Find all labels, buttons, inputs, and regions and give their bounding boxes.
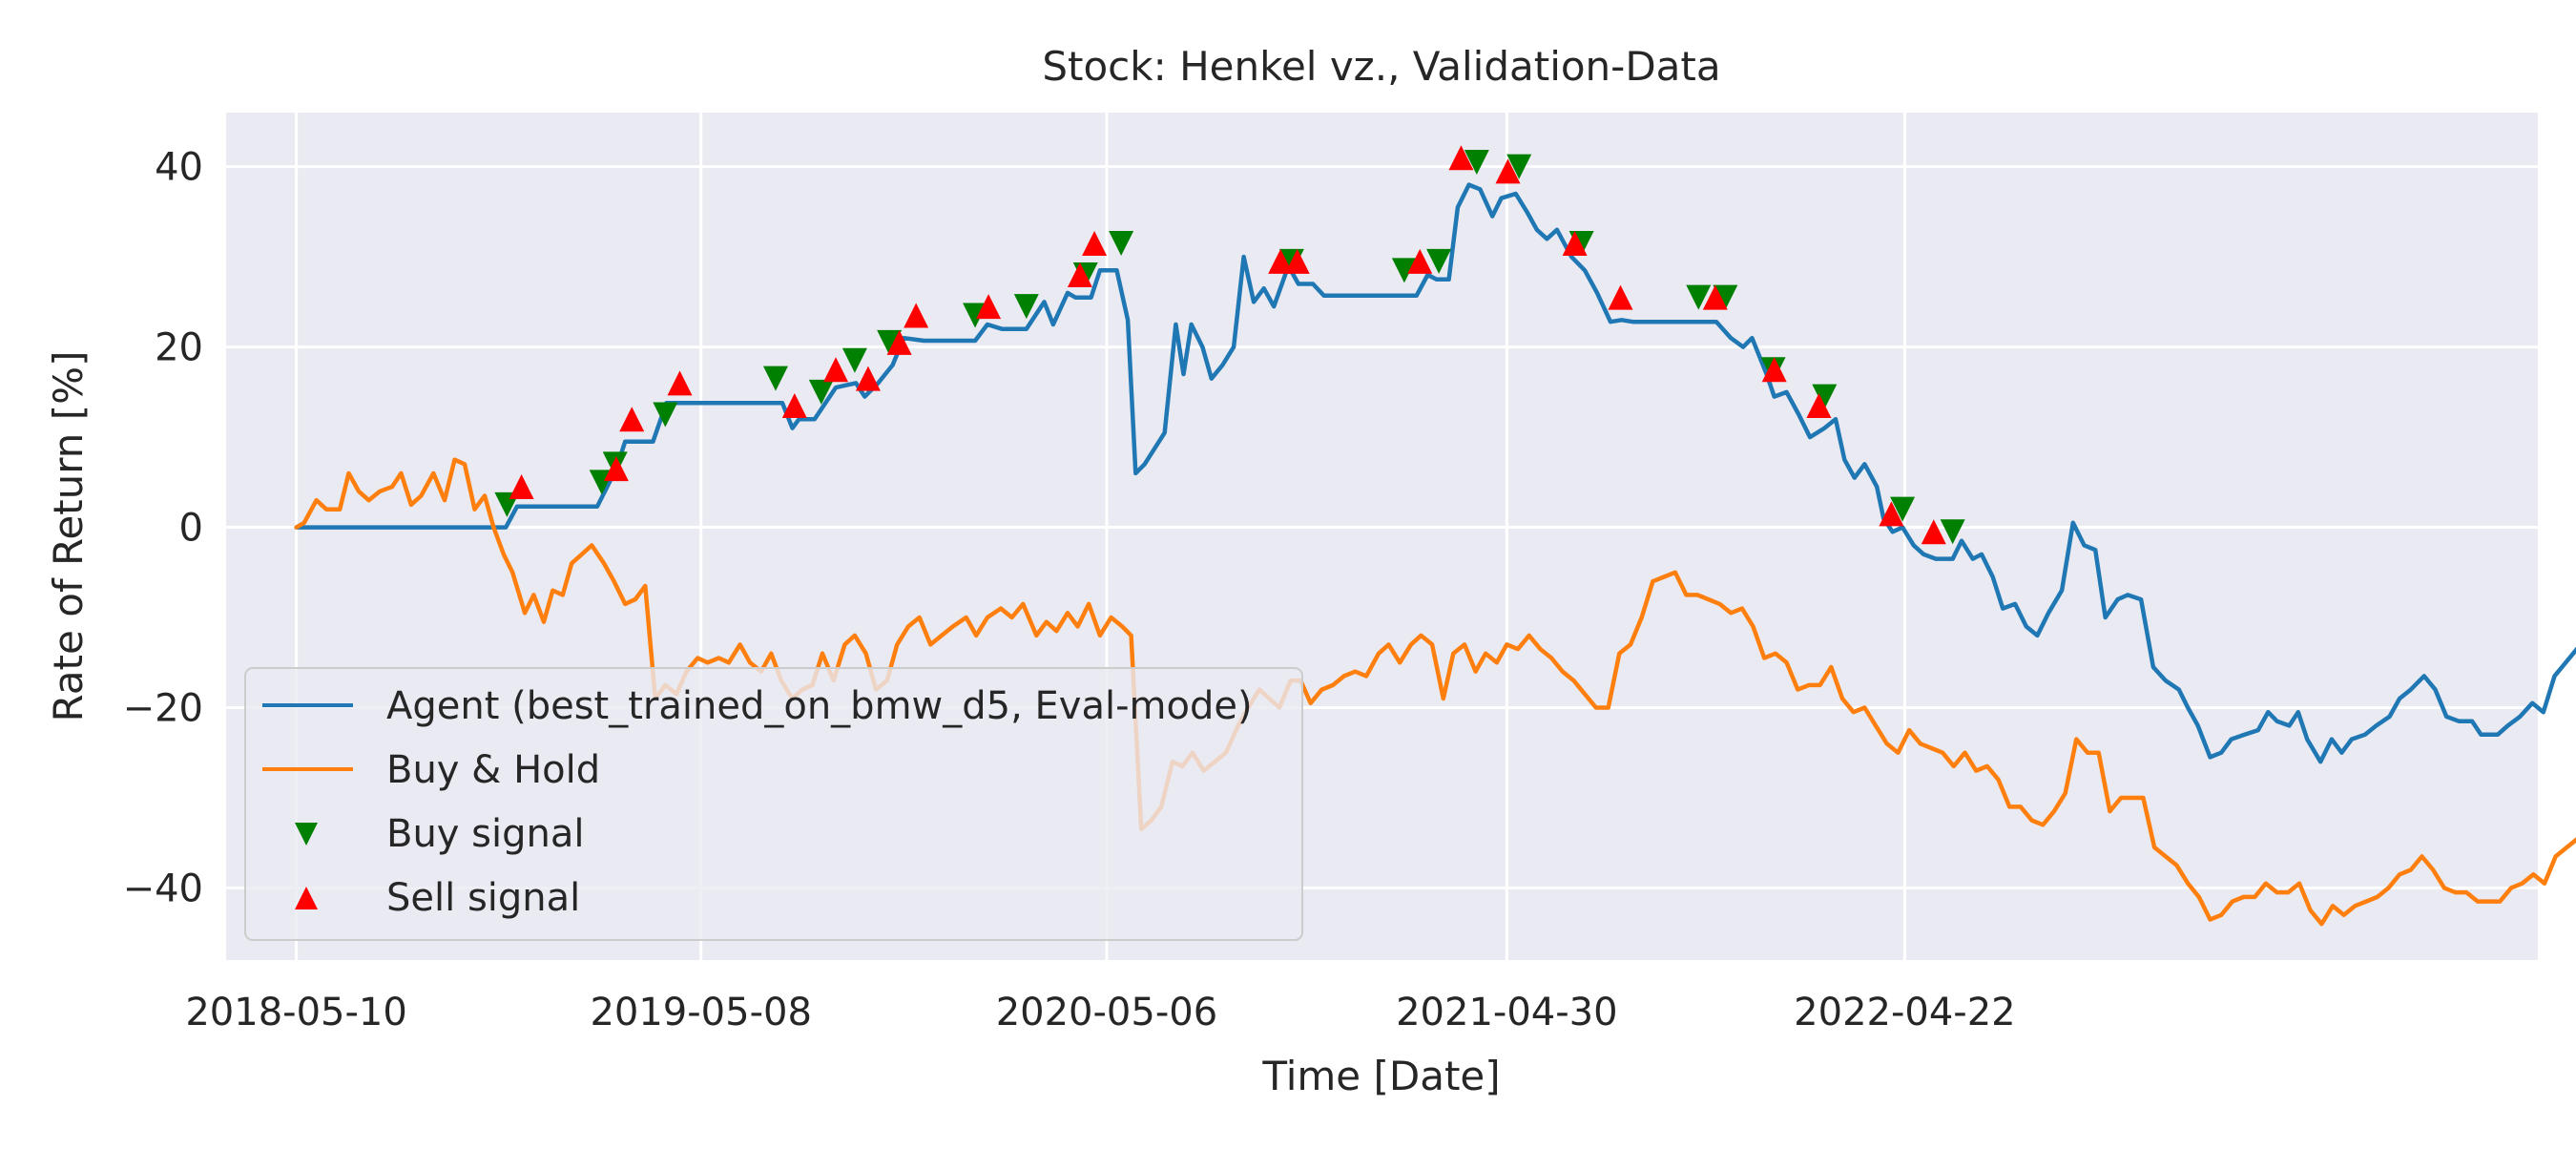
legend-buy-marker bbox=[295, 823, 318, 846]
buy-signal-marker bbox=[1812, 384, 1838, 409]
buy-signal-marker bbox=[1109, 230, 1134, 256]
sell-signal-marker bbox=[619, 407, 645, 432]
buy-signal-marker bbox=[1013, 294, 1039, 320]
buy-signal-marker bbox=[1506, 154, 1532, 179]
y-tick-label: 20 bbox=[155, 326, 203, 370]
sell-signal-marker bbox=[667, 370, 693, 396]
sell-signal-marker bbox=[1495, 158, 1521, 184]
legend-sell-label: Sell signal bbox=[386, 876, 580, 920]
buy-signal-marker bbox=[653, 402, 678, 428]
sell-signal-marker bbox=[904, 303, 929, 328]
x-tick-label: 2020-05-06 bbox=[996, 991, 1217, 1034]
y-tick-label: −20 bbox=[123, 686, 203, 730]
sell-signal-marker bbox=[1268, 248, 1294, 274]
x-tick-label: 2019-05-08 bbox=[590, 991, 811, 1034]
buy-signal-marker bbox=[762, 366, 788, 391]
sell-signal-marker bbox=[1284, 248, 1310, 274]
sell-signal-marker bbox=[1761, 357, 1787, 383]
sell-signal-marker bbox=[1806, 393, 1832, 419]
buy-signal-marker bbox=[1464, 149, 1489, 175]
legend-box bbox=[244, 667, 1303, 941]
signal-markers bbox=[494, 145, 1965, 545]
buy-signal-marker bbox=[877, 329, 903, 355]
legend-buy-label: Buy signal bbox=[386, 812, 585, 856]
legend-agent-label: Agent (best_trained_on_bmw_d5, Eval-mode… bbox=[386, 684, 1253, 728]
sell-signal-marker bbox=[976, 294, 1002, 320]
y-axis-label: Rate of Return [%] bbox=[45, 351, 92, 722]
x-tick-label: 2021-04-30 bbox=[1396, 991, 1617, 1034]
buy-signal-marker bbox=[841, 347, 867, 373]
buy-signal-marker bbox=[1391, 258, 1417, 283]
sell-signal-marker bbox=[1562, 230, 1588, 256]
x-axis-label: Time [Date] bbox=[1261, 1053, 1500, 1099]
sell-signal-marker bbox=[1082, 230, 1108, 256]
x-tick-label: 2022-04-22 bbox=[1794, 991, 2015, 1034]
sell-signal-marker bbox=[781, 393, 807, 419]
buy-signal-marker bbox=[1426, 248, 1452, 274]
sell-signal-marker bbox=[855, 366, 881, 391]
sell-signal-marker bbox=[1702, 284, 1728, 310]
legend: Agent (best_trained_on_bmw_d5, Eval-mode… bbox=[244, 667, 1303, 941]
y-tick-label: 40 bbox=[155, 146, 203, 190]
sell-signal-marker bbox=[1608, 284, 1633, 310]
y-tick-label: 0 bbox=[179, 507, 203, 551]
sell-signal-marker bbox=[1067, 262, 1092, 288]
sell-signal-marker bbox=[1407, 248, 1433, 274]
legend-sell-marker bbox=[295, 887, 318, 909]
sell-signal-marker bbox=[1921, 519, 1946, 545]
buy-signal-marker bbox=[1940, 519, 1965, 545]
sell-signal-marker bbox=[509, 474, 534, 500]
legend-buyhold-label: Buy & Hold bbox=[386, 748, 600, 792]
sell-signal-marker bbox=[886, 329, 912, 355]
sell-signal-marker bbox=[603, 456, 629, 482]
series-line-0 bbox=[294, 182, 2576, 764]
sell-signal-marker bbox=[1448, 145, 1474, 171]
chart-title: Stock: Henkel vz., Validation-Data bbox=[1042, 43, 1720, 90]
sell-signal-marker bbox=[1879, 501, 1904, 527]
buy-signal-marker bbox=[1713, 284, 1738, 310]
y-tick-label: −40 bbox=[123, 867, 203, 910]
tick-labels: 40 20 0 −20 −40 2018-05-10 2019-05-08 2020-05-0… bbox=[123, 146, 2016, 1034]
buy-signal-marker bbox=[1686, 284, 1712, 310]
buy-signal-marker bbox=[1890, 496, 1916, 522]
sell-signal-marker bbox=[823, 357, 849, 383]
x-tick-label: 2018-05-10 bbox=[185, 991, 406, 1034]
buy-signal-marker bbox=[808, 379, 834, 405]
